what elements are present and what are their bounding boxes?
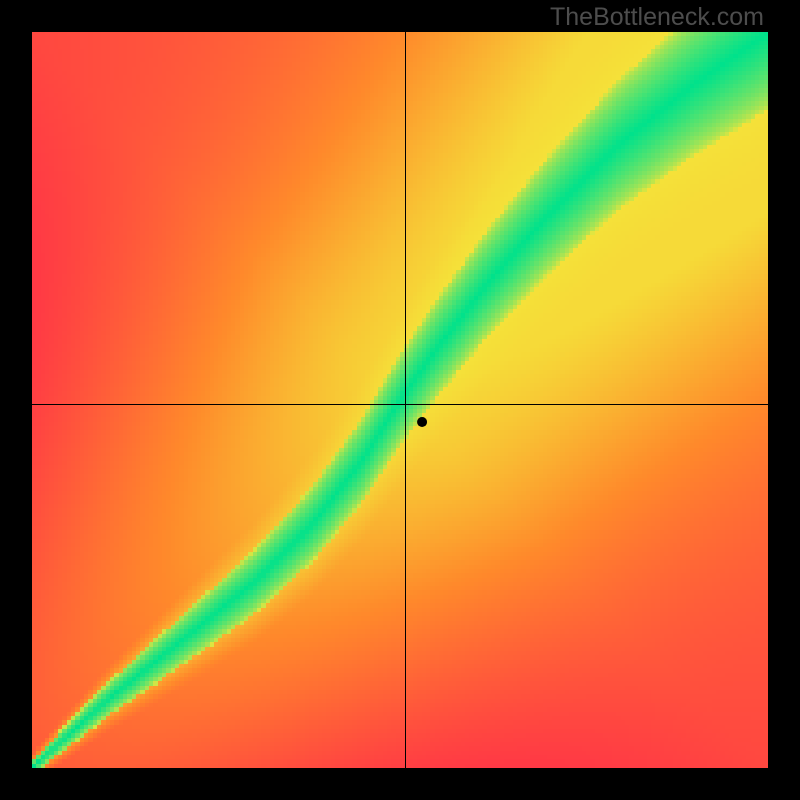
frame-left (0, 0, 32, 800)
frame-bottom (0, 768, 800, 800)
bottleneck-heatmap (32, 32, 768, 768)
frame-right (768, 0, 800, 800)
watermark-text: TheBottleneck.com (550, 3, 764, 32)
